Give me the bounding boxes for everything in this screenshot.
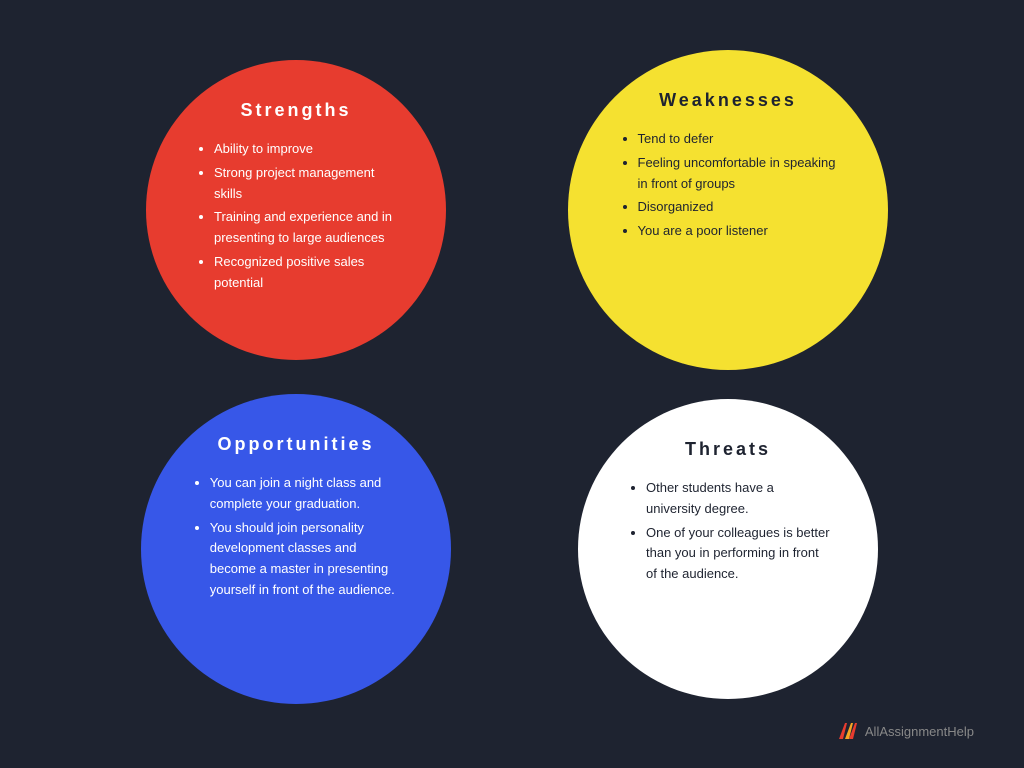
- strengths-circle: Strengths Ability to improve Strong proj…: [146, 60, 446, 360]
- opportunities-title: Opportunities: [218, 434, 375, 455]
- weaknesses-item: Feeling uncomfortable in speaking in fro…: [638, 153, 839, 195]
- logo-icon: [835, 719, 859, 743]
- opportunities-circle: Opportunities You can join a night class…: [141, 394, 451, 704]
- weaknesses-circle: Weaknesses Tend to defer Feeling uncomfo…: [568, 50, 888, 370]
- strengths-item: Training and experience and in presentin…: [214, 207, 398, 249]
- weaknesses-list: Tend to defer Feeling uncomfortable in s…: [618, 129, 839, 245]
- logo-text: AllAssignmentHelp: [865, 724, 974, 739]
- opportunities-item: You can join a night class and complete …: [210, 473, 403, 515]
- strengths-item: Strong project management skills: [214, 163, 398, 205]
- weaknesses-item: You are a poor listener: [638, 221, 839, 242]
- strengths-item: Ability to improve: [214, 139, 398, 160]
- strengths-list: Ability to improve Strong project manage…: [194, 139, 398, 297]
- strengths-item: Recognized positive sales potential: [214, 252, 398, 294]
- threats-list: Other students have a university degree.…: [626, 478, 830, 588]
- strengths-title: Strengths: [240, 100, 351, 121]
- weaknesses-title: Weaknesses: [659, 90, 797, 111]
- weaknesses-item: Disorganized: [638, 197, 839, 218]
- opportunities-list: You can join a night class and complete …: [190, 473, 403, 604]
- threats-title: Threats: [685, 439, 771, 460]
- opportunities-item: You should join personality development …: [210, 518, 403, 601]
- threats-item: One of your colleagues is better than yo…: [646, 523, 830, 585]
- weaknesses-item: Tend to defer: [638, 129, 839, 150]
- threats-circle: Threats Other students have a university…: [578, 399, 878, 699]
- logo-container: AllAssignmentHelp: [835, 719, 974, 743]
- swot-container: Strengths Ability to improve Strong proj…: [0, 0, 1024, 768]
- threats-item: Other students have a university degree.: [646, 478, 830, 520]
